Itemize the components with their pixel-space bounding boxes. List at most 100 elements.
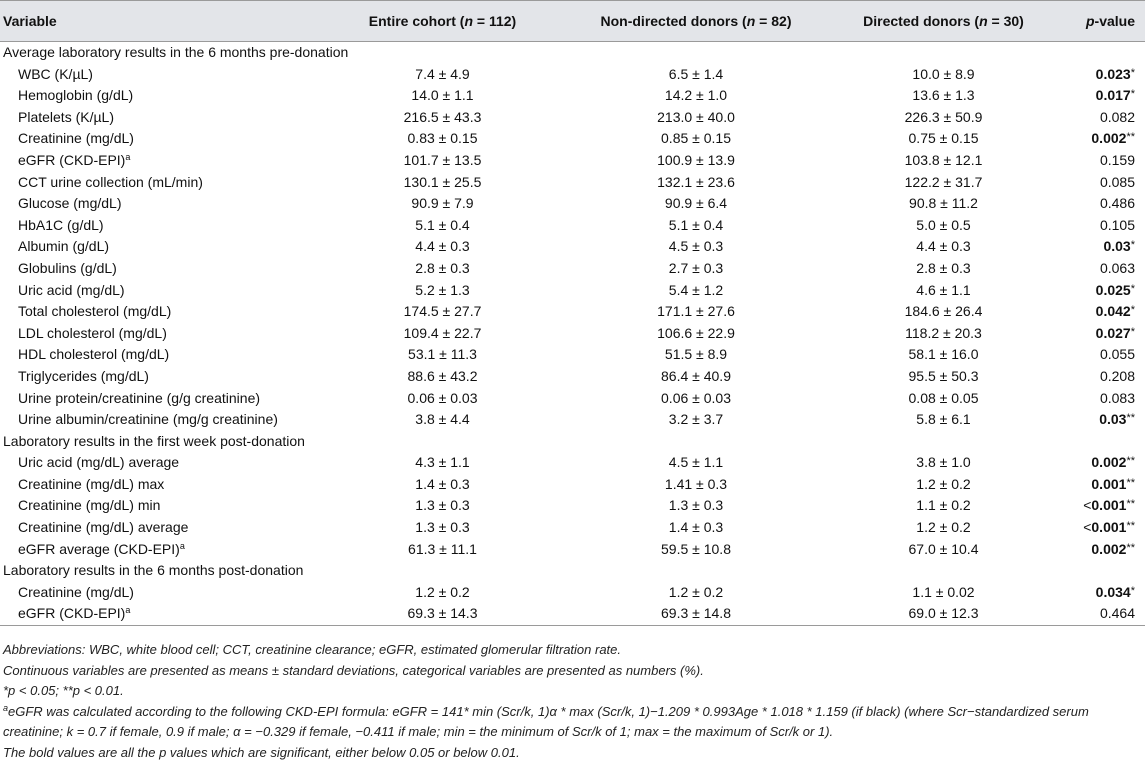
cell-directed: 0.75 ± 0.15 [908,130,979,147]
cell-entire-cohort: 3.8 ± 4.4 [415,411,470,428]
cell-entire-cohort: 174.5 ± 27.7 [403,303,482,320]
cell-p-value: <0.001** [1083,497,1135,514]
significance-stars: * [1130,325,1135,338]
lab-results-table: Variable Entire cohort (n = 112) Non-dir… [0,0,1145,627]
cell-directed: 2.8 ± 0.3 [916,259,971,276]
cell-non-directed: 0.06 ± 0.03 [661,389,731,406]
cell-non-directed: 14.2 ± 1.0 [664,87,728,104]
cell-directed: 58.1 ± 16.0 [908,346,979,363]
cell-variable: CCT urine collection (mL/min) [18,173,203,190]
cell-p-value: 0.082 [1099,108,1135,125]
significance-stars: * [1130,239,1135,252]
cell-variable: Triglycerides (mg/dL) [18,367,149,384]
table-row: Creatinine (mg/dL) 1.2 ± 0.2 1.2 ± 0.2 1.1 … [0,582,1145,604]
cell-p-value: 0.464 [1062,603,1145,627]
header-directed: Directed donors (n = 30) [825,0,1062,42]
cell-p-value: 0.002** [1091,130,1135,147]
cell-non-directed: 1.3 ± 0.3 [668,497,724,514]
table-row: Hemoglobin (g/dL) 14.0 ± 1.1 14.2 ± 1.0 13.… [0,85,1145,107]
cell-entire-cohort: 90.9 ± 7.9 [411,195,474,212]
cell-non-directed: 1.4 ± 0.3 [668,519,724,536]
cell-p-value: 0.055 [1099,346,1135,363]
cell-p-value: 0.042* [1095,303,1135,320]
significance-stars: ** [1126,476,1135,489]
table-row: eGFR (CKD-EPI)a 69.3 ± 14.3 69.3 ± 14.8 69.… [0,603,1145,627]
cell-non-directed: 3.2 ± 3.7 [668,411,724,428]
cell-non-directed: 5.1 ± 0.4 [668,216,724,233]
table-row: HbA1C (g/dL) 5.1 ± 0.4 5.1 ± 0.4 5.0 ± 0.5 0… [0,215,1145,237]
cell-entire-cohort: 1.3 ± 0.3 [415,497,470,514]
section-title: Laboratory results in the 6 months post-… [3,562,304,579]
significance-stars: * [1130,88,1135,101]
table-row: WBC (K/µL) 7.4 ± 4.9 6.5 ± 1.4 10.0 ± 8.9 0.… [0,64,1145,86]
footnote-significance: *p < 0.05; **p < 0.01. [3,683,124,698]
cell-variable: Total cholesterol (mg/dL) [18,303,172,320]
cell-variable: Hemoglobin (g/dL) [18,87,134,104]
cell-variable: Globulins (g/dL) [18,259,117,276]
significance-stars: ** [1126,520,1135,533]
cell-directed: 118.2 ± 20.3 [905,324,982,341]
table-row: Uric acid (mg/dL) average 4.3 ± 1.1 4.5 ± … [0,452,1145,474]
cell-non-directed: 69.3 ± 14.8 [567,603,825,627]
cell-p-value: 0.017* [1095,87,1135,104]
cell-entire-cohort: 101.7 ± 13.5 [403,151,482,168]
significance-stars: ** [1126,131,1135,144]
cell-p-value: 0.001** [1091,475,1135,492]
cell-p-value: 0.159 [1099,151,1135,168]
cell-p-value: 0.03** [1099,411,1135,428]
cell-variable: Albumin (g/dL) [18,238,110,255]
table-row: Creatinine (mg/dL) average 1.3 ± 0.3 1.4 ±… [0,517,1145,539]
table-body: Average laboratory results in the 6 mont… [0,42,1145,627]
cell-entire-cohort: 109.4 ± 22.7 [403,324,482,341]
cell-variable: Creatinine (mg/dL) [18,130,134,147]
cell-non-directed: 86.4 ± 40.9 [661,367,731,384]
cell-entire-cohort: 0.06 ± 0.03 [407,389,478,406]
cell-entire-cohort: 61.3 ± 11.1 [408,540,477,557]
cell-variable: Urine protein/creatinine (g/g creatinine… [18,389,261,406]
cell-non-directed: 106.6 ± 22.9 [657,324,735,341]
cell-entire-cohort: 216.5 ± 43.3 [403,108,482,125]
section-row: Laboratory results in the first week pos… [0,431,1145,453]
table-row: Uric acid (mg/dL) 5.2 ± 1.3 5.4 ± 1.2 4.6 ±… [0,280,1145,302]
cell-directed: 1.1 ± 0.02 [912,583,975,600]
cell-p-value: 0.002** [1091,454,1135,471]
table-row: Albumin (g/dL) 4.4 ± 0.3 4.5 ± 0.3 4.4 ± 0.… [0,236,1145,258]
cell-p-value: 0.105 [1099,216,1135,233]
cell-directed: 5.0 ± 0.5 [916,216,971,233]
table-row: Urine protein/creatinine (g/g creatinine… [0,388,1145,410]
footnote-egfr-marker: a [3,702,9,713]
cell-directed: 0.08 ± 0.05 [908,389,979,406]
footnote-egfr-formula: aeGFR was calculated according to the fo… [3,702,1089,739]
cell-p-value: 0.002** [1091,540,1135,557]
cell-variable: Urine albumin/creatinine (mg/g creatinin… [18,411,278,428]
cell-directed: 95.5 ± 50.3 [908,367,979,384]
cell-variable: WBC (K/µL) [18,65,93,82]
cell-p-value: 0.063 [1099,259,1135,276]
header-p-value: p-value [1062,0,1145,42]
table-row: Glucose (mg/dL) 90.9 ± 7.9 90.9 ± 6.4 90.8 … [0,193,1145,215]
cell-entire-cohort: 5.1 ± 0.4 [415,216,470,233]
cell-non-directed: 4.5 ± 1.1 [668,454,724,471]
section-title: Average laboratory results in the 6 mont… [3,44,349,60]
cell-non-directed: 0.85 ± 0.15 [661,130,731,147]
section-row: Laboratory results in the 6 months post-… [0,560,1145,582]
cell-non-directed: 5.4 ± 1.2 [668,281,724,298]
table-row: LDL cholesterol (mg/dL) 109.4 ± 22.7 106.6… [0,323,1145,345]
cell-variable: Creatinine (mg/dL) average [18,519,189,536]
cell-variable: HbA1C (g/dL) [18,216,104,233]
cell-variable: HDL cholesterol (mg/dL) [18,346,170,363]
cell-non-directed: 132.1 ± 23.6 [657,173,735,190]
cell-entire-cohort: 88.6 ± 43.2 [407,367,478,384]
cell-directed: 122.2 ± 31.7 [904,173,983,190]
table-footnotes: Abbreviations: WBC, white blood cell; CC… [3,640,1138,763]
cell-non-directed: 90.9 ± 6.4 [664,195,728,212]
cell-entire-cohort: 1.3 ± 0.3 [415,519,470,536]
table-row: Urine albumin/creatinine (mg/g creatinin… [0,409,1145,431]
cell-non-directed: 100.9 ± 13.9 [657,151,735,168]
significance-stars: ** [1126,455,1135,468]
cell-directed: 4.4 ± 0.3 [916,238,971,255]
cell-entire-cohort: 1.4 ± 0.3 [415,475,470,492]
cell-variable: Uric acid (mg/dL) average [18,454,180,471]
header-non-directed: Non-directed donors (n = 82) [567,0,825,42]
